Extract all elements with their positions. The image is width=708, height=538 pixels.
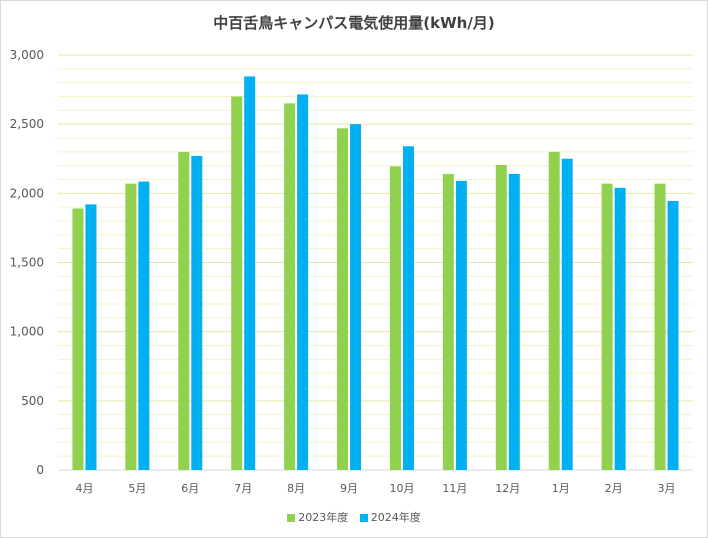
legend-swatch-2023 <box>287 514 296 522</box>
x-tick-label: 11月 <box>442 482 467 495</box>
x-tick-label: 5月 <box>128 482 146 495</box>
legend-item-2024: 2024年度 <box>359 509 421 525</box>
bar-2024 <box>614 187 626 471</box>
x-tick-label: 2月 <box>605 482 623 495</box>
x-tick-label: 1月 <box>552 482 570 495</box>
bar-2024 <box>244 76 256 471</box>
y-tick-label: 2,000 <box>10 186 44 200</box>
y-tick-label: 1,000 <box>10 325 44 339</box>
chart-title: 中百舌鳥キャンパス電気使用量(kWh/月) <box>213 14 495 32</box>
x-tick-label: 3月 <box>658 482 676 495</box>
bar-2023 <box>548 151 560 471</box>
y-tick-label: 500 <box>21 394 44 408</box>
bar-2023 <box>125 183 137 470</box>
x-tick-label: 8月 <box>287 482 305 495</box>
legend: 2023年度 2024年度 <box>0 509 708 525</box>
bar-2023 <box>389 166 401 470</box>
x-tick-label: 9月 <box>340 482 358 495</box>
bar-2023 <box>284 103 296 471</box>
bar-2023 <box>178 151 190 471</box>
y-tick-label: 2,500 <box>10 117 44 131</box>
y-tick-label: 1,500 <box>10 256 44 270</box>
legend-item-2023: 2023年度 <box>287 509 348 525</box>
bar-2024 <box>297 94 309 471</box>
bar-2023 <box>495 164 507 470</box>
bar-2024 <box>402 146 414 471</box>
x-tick-label: 6月 <box>181 482 199 495</box>
y-tick-label: 0 <box>36 463 44 477</box>
bar-2024 <box>561 158 573 470</box>
bar-2024 <box>138 181 150 470</box>
legend-label-2023: 2023年度 <box>298 511 349 524</box>
y-tick-label: 3,000 <box>10 48 44 62</box>
bar-2024 <box>85 204 97 470</box>
bar-2024 <box>667 200 679 471</box>
bar-2024 <box>350 124 362 471</box>
bar-2023 <box>442 173 454 470</box>
bar-2023 <box>72 208 84 471</box>
bar-2024 <box>455 180 467 470</box>
legend-swatch-2024 <box>359 514 368 522</box>
x-tick-label: 10月 <box>389 482 414 495</box>
bar-2024 <box>191 155 203 470</box>
x-tick-label: 12月 <box>495 482 520 495</box>
x-tick-label: 4月 <box>75 482 93 495</box>
bar-2023 <box>337 128 349 471</box>
bar-2023 <box>654 183 666 470</box>
bar-2023 <box>231 96 243 470</box>
x-tick-label: 7月 <box>234 482 252 495</box>
bar-2023 <box>601 183 613 470</box>
bar-2024 <box>508 173 520 470</box>
legend-label-2024: 2024年度 <box>370 511 421 524</box>
